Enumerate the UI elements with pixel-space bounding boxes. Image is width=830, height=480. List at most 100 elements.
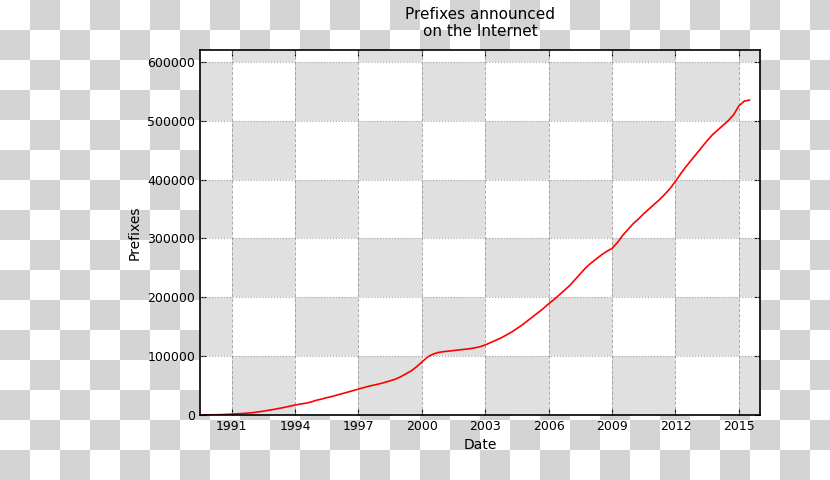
Bar <box>390 60 420 90</box>
Bar <box>630 450 660 480</box>
Bar <box>240 180 270 210</box>
Bar <box>739 120 760 180</box>
Bar <box>720 330 750 360</box>
Bar <box>720 180 750 210</box>
Bar <box>660 120 690 150</box>
Bar <box>210 210 240 240</box>
Bar <box>232 120 295 180</box>
Bar <box>30 0 60 30</box>
Bar <box>570 180 600 210</box>
Bar <box>30 30 60 60</box>
Bar <box>360 270 390 300</box>
Bar <box>570 450 600 480</box>
Bar <box>0 420 30 450</box>
Bar <box>232 50 295 62</box>
Bar <box>0 300 30 330</box>
Bar <box>570 150 600 180</box>
Bar <box>420 270 450 300</box>
Bar <box>60 300 90 330</box>
Bar <box>420 330 450 360</box>
Bar <box>660 150 690 180</box>
Bar <box>120 240 150 270</box>
Bar <box>390 270 420 300</box>
Bar <box>150 90 180 120</box>
Bar <box>120 90 150 120</box>
Bar <box>60 120 90 150</box>
Bar <box>480 210 510 240</box>
Bar <box>720 300 750 330</box>
Bar <box>270 30 300 60</box>
Bar <box>210 120 240 150</box>
Bar <box>600 60 630 90</box>
Bar <box>480 300 510 330</box>
Bar <box>450 360 480 390</box>
Bar <box>540 270 570 300</box>
Bar <box>180 30 210 60</box>
Bar <box>210 240 240 270</box>
Bar <box>390 240 420 270</box>
Bar <box>549 297 612 356</box>
Bar <box>270 210 300 240</box>
Bar <box>422 297 486 356</box>
Bar <box>90 30 120 60</box>
Bar <box>0 60 30 90</box>
Bar <box>810 240 830 270</box>
Bar <box>540 390 570 420</box>
Bar <box>360 210 390 240</box>
Bar <box>450 300 480 330</box>
Bar <box>720 240 750 270</box>
Bar <box>750 180 780 210</box>
Bar <box>600 300 630 330</box>
Bar <box>630 390 660 420</box>
Bar <box>90 240 120 270</box>
Bar <box>360 30 390 60</box>
Bar <box>676 180 739 239</box>
Bar <box>150 330 180 360</box>
Bar <box>210 390 240 420</box>
Bar <box>270 450 300 480</box>
Bar <box>570 120 600 150</box>
Bar <box>810 420 830 450</box>
Bar <box>810 360 830 390</box>
Bar <box>300 60 330 90</box>
Bar <box>540 120 570 150</box>
Bar <box>300 150 330 180</box>
Bar <box>480 180 510 210</box>
Bar <box>30 450 60 480</box>
Bar <box>480 240 510 270</box>
Bar <box>810 0 830 30</box>
Bar <box>486 297 549 356</box>
Bar <box>600 330 630 360</box>
Bar <box>232 62 295 120</box>
Bar <box>660 30 690 60</box>
Bar <box>30 60 60 90</box>
Bar <box>450 30 480 60</box>
Bar <box>720 390 750 420</box>
Bar <box>660 0 690 30</box>
Bar <box>630 330 660 360</box>
Bar <box>390 150 420 180</box>
Bar <box>810 60 830 90</box>
Bar <box>612 180 676 239</box>
Bar <box>660 450 690 480</box>
Bar <box>690 240 720 270</box>
Bar <box>810 390 830 420</box>
Bar <box>780 240 810 270</box>
Bar <box>676 297 739 356</box>
Bar <box>360 180 390 210</box>
Bar <box>486 180 549 239</box>
Bar <box>60 210 90 240</box>
Bar <box>270 90 300 120</box>
Bar <box>780 120 810 150</box>
Bar <box>780 150 810 180</box>
Bar <box>210 90 240 120</box>
Bar <box>180 360 210 390</box>
Bar <box>300 420 330 450</box>
Bar <box>750 300 780 330</box>
Bar <box>420 150 450 180</box>
Bar <box>240 300 270 330</box>
Bar <box>540 180 570 210</box>
Bar <box>810 210 830 240</box>
Bar <box>270 420 300 450</box>
Bar <box>612 50 676 62</box>
